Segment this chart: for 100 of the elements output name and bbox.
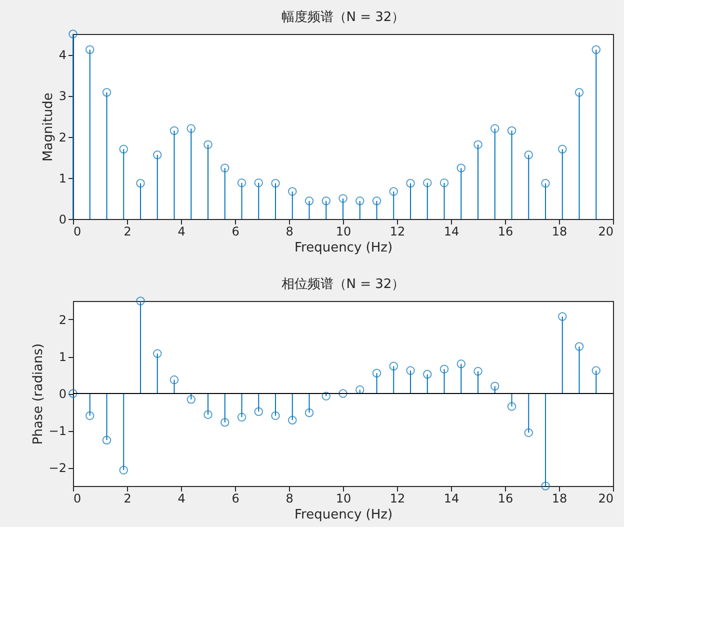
- y-tick-label: 0: [58, 387, 66, 401]
- point: [456, 360, 466, 368]
- x-tick-label: 14: [444, 224, 460, 238]
- point: [304, 408, 314, 418]
- y-tick-label: 2: [58, 313, 66, 327]
- point: [456, 164, 466, 172]
- x-tick-label: 18: [552, 224, 568, 238]
- x-tick-label: 6: [232, 492, 240, 506]
- y-tick-label: 1: [58, 171, 66, 186]
- point: [372, 368, 382, 378]
- point: [322, 392, 330, 400]
- point: [541, 178, 550, 188]
- x-axis-title: Frequency (Hz): [294, 240, 393, 256]
- point: [592, 45, 600, 54]
- y-axis-title: Magnitude: [40, 92, 56, 162]
- point: [119, 466, 128, 474]
- point: [136, 296, 145, 306]
- point: [524, 428, 533, 438]
- x-tick-label: 18: [552, 492, 568, 506]
- point: [119, 144, 128, 154]
- point: [204, 140, 212, 149]
- x-tick-label: 16: [498, 492, 514, 506]
- point: [153, 349, 162, 358]
- point: [136, 178, 145, 188]
- point: [254, 407, 263, 416]
- y-axis-title: Phase (radians): [30, 343, 46, 445]
- point: [389, 187, 398, 196]
- point: [86, 411, 94, 420]
- point: [558, 312, 567, 321]
- x-tick-label: 10: [336, 492, 352, 506]
- point: [490, 124, 500, 133]
- point: [440, 178, 449, 188]
- x-tick-label: 8: [286, 224, 294, 238]
- x-tick-label: 10: [336, 224, 352, 238]
- point: [592, 366, 600, 375]
- y-tick-label: 0: [58, 212, 66, 226]
- x-tick-label: 0: [74, 492, 82, 506]
- point: [338, 389, 348, 398]
- y-tick-label: 4: [58, 48, 66, 62]
- point: [220, 164, 230, 172]
- x-tick-label: 16: [498, 224, 514, 238]
- point: [423, 370, 432, 379]
- point: [541, 482, 550, 490]
- y-tick-label: 2: [58, 130, 66, 144]
- point: [524, 150, 533, 160]
- point: [574, 88, 584, 97]
- x-tick-label: 4: [178, 224, 186, 238]
- point: [186, 395, 196, 404]
- point: [68, 389, 78, 398]
- point: [237, 178, 246, 188]
- point: [372, 196, 382, 206]
- point: [204, 410, 212, 419]
- x-tick-label: 0: [74, 224, 82, 238]
- y-tick-label: 1: [58, 350, 66, 364]
- point: [558, 144, 567, 154]
- point: [86, 45, 94, 54]
- chart-title: 相位频谱（N = 32）: [281, 277, 405, 292]
- point: [186, 124, 196, 133]
- point: [153, 150, 162, 160]
- point: [68, 30, 78, 38]
- point: [507, 402, 516, 411]
- x-tick-label: 2: [124, 224, 132, 238]
- point: [220, 418, 230, 427]
- x-tick-label: 12: [390, 492, 406, 506]
- point: [304, 196, 314, 206]
- point: [254, 178, 263, 188]
- point: [338, 194, 348, 203]
- y-tick-label: 3: [58, 89, 66, 104]
- point: [356, 196, 364, 206]
- point: [170, 126, 179, 135]
- point: [322, 196, 330, 206]
- x-tick-label: 12: [390, 224, 406, 238]
- point: [389, 362, 398, 370]
- point: [440, 364, 449, 374]
- y-tick-label: −2: [48, 461, 66, 475]
- point: [474, 140, 482, 149]
- x-tick-label: 2: [124, 492, 132, 506]
- x-tick-label: 4: [178, 492, 186, 506]
- point: [170, 375, 179, 384]
- point: [406, 178, 415, 188]
- point: [406, 366, 415, 375]
- point: [237, 412, 246, 422]
- y-tick-label: −1: [48, 424, 66, 438]
- chart-title: 幅度频谱（N = 32）: [281, 9, 405, 26]
- point: [271, 411, 280, 420]
- point: [288, 416, 297, 425]
- x-tick-label: 6: [232, 224, 240, 238]
- point: [356, 385, 364, 394]
- point: [102, 436, 112, 444]
- x-tick-label: 8: [286, 492, 294, 506]
- point: [423, 178, 432, 188]
- point: [574, 342, 584, 351]
- point: [288, 187, 297, 196]
- point: [507, 126, 516, 135]
- x-tick-label: 20: [598, 492, 614, 506]
- point: [490, 382, 500, 390]
- point: [474, 366, 482, 376]
- x-axis-title: Frequency (Hz): [294, 508, 393, 522]
- point: [102, 88, 112, 97]
- point: [271, 178, 280, 188]
